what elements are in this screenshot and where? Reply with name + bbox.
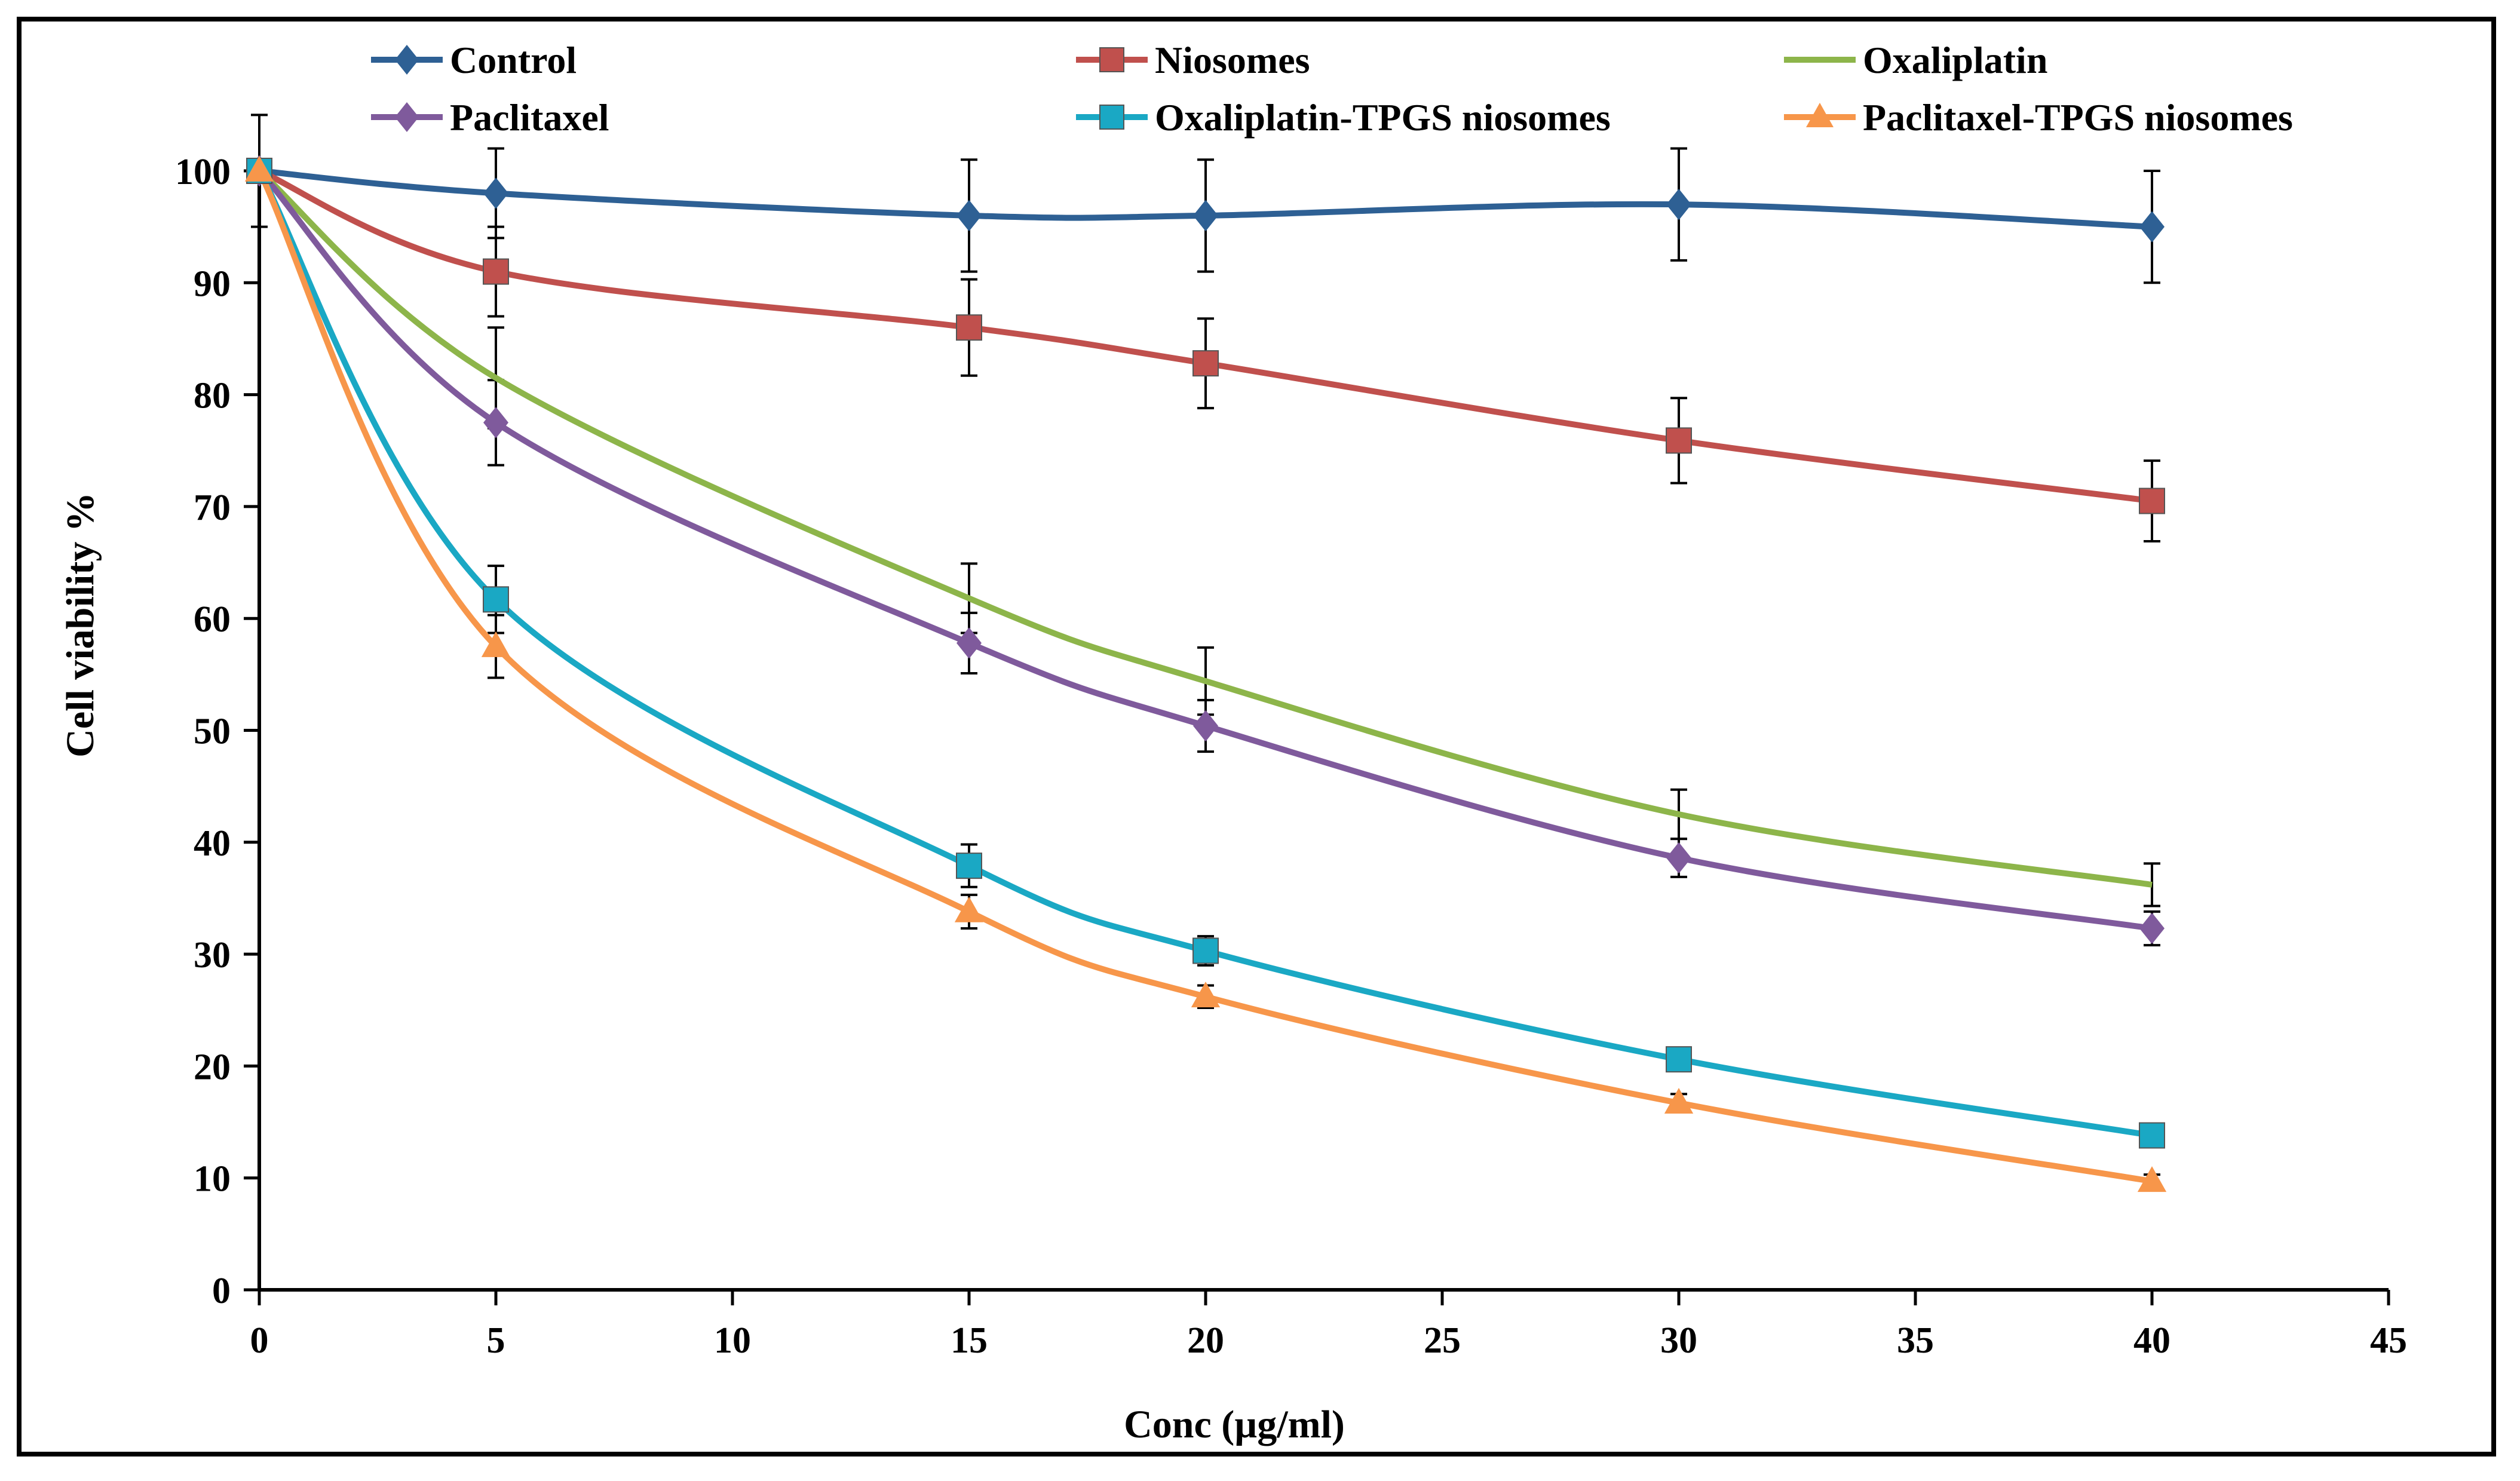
data-point-niosomes xyxy=(483,258,509,285)
data-point-paclitaxel xyxy=(1193,710,1218,742)
data-point-paclitaxel xyxy=(1666,842,1691,874)
data-point-niosomes xyxy=(2139,487,2165,514)
x-axis-title: Conc (µg/ml) xyxy=(1124,1403,1345,1446)
data-point-niosomes xyxy=(956,314,982,341)
legend-marker-oxaliplatin-tpgs-niosomes xyxy=(1099,105,1124,130)
series-line-paclitaxel xyxy=(257,168,2153,931)
chart-frame: Control Niosomes Oxaliplatin Paclitaxel Oxal… xyxy=(17,17,2496,1457)
x-tick-label: 0 xyxy=(250,1320,269,1361)
data-point-oxaliplatin-tpgs-niosomes xyxy=(2139,1122,2165,1149)
y-tick-label: 10 xyxy=(194,1159,231,1200)
y-tick-label: 40 xyxy=(194,823,231,864)
x-tick-label: 40 xyxy=(2133,1320,2170,1361)
y-tick-label: 80 xyxy=(194,376,231,416)
data-point-paclitaxel-tpgs-niosomes xyxy=(2137,1166,2167,1192)
x-tick-label: 25 xyxy=(1424,1320,1461,1361)
y-tick-label: 0 xyxy=(212,1271,231,1311)
x-tick-label: 10 xyxy=(714,1320,751,1361)
data-point-oxaliplatin-tpgs-niosomes xyxy=(1666,1046,1692,1073)
y-tick-label: 100 xyxy=(175,152,231,192)
legend-marker-niosomes xyxy=(1099,47,1124,72)
y-tick-label: 30 xyxy=(194,935,231,976)
data-point-paclitaxel-tpgs-niosomes xyxy=(481,631,511,657)
legend-marker-paclitaxel-tpgs-niosomes xyxy=(1806,103,1834,127)
series-line-oxaliplatin-tpgs-niosomes xyxy=(256,169,2153,1139)
data-point-oxaliplatin-tpgs-niosomes xyxy=(483,586,509,613)
legend-label-paclitaxel: Paclitaxel xyxy=(450,96,609,139)
legend: Control Niosomes Oxaliplatin Paclitaxel Oxal… xyxy=(371,39,2293,139)
data-point-niosomes xyxy=(1192,350,1219,377)
line-chart: Control Niosomes Oxaliplatin Paclitaxel Oxal… xyxy=(59,39,2407,1446)
y-tick-label: 70 xyxy=(194,487,231,528)
data-point-paclitaxel-tpgs-niosomes xyxy=(1191,982,1221,1008)
y-axis-title: Cell viability % xyxy=(59,492,102,758)
x-tick-label: 15 xyxy=(951,1320,988,1361)
legend-marker-paclitaxel xyxy=(395,102,419,132)
legend-label-control: Control xyxy=(450,39,577,81)
y-tick-label: 60 xyxy=(194,599,231,640)
x-tick-label: 30 xyxy=(1660,1320,1697,1361)
legend-label-oxaliplatin: Oxaliplatin xyxy=(1863,39,2047,81)
data-point-paclitaxel xyxy=(483,407,508,439)
data-point-paclitaxel-tpgs-niosomes xyxy=(244,155,274,182)
legend-label-niosomes: Niosomes xyxy=(1155,39,1310,81)
error-bars xyxy=(251,114,2160,1189)
x-tick-label: 5 xyxy=(487,1320,505,1361)
markers xyxy=(244,155,2167,1192)
x-tick-label: 45 xyxy=(2370,1320,2407,1361)
y-tick-label: 20 xyxy=(194,1047,231,1087)
data-point-niosomes xyxy=(1666,427,1692,454)
y-tick-label: 90 xyxy=(194,263,231,304)
data-point-control xyxy=(1666,188,1691,220)
y-tick-label: 50 xyxy=(194,712,231,752)
x-tick-label: 20 xyxy=(1187,1320,1224,1361)
legend-label-paclitaxel-tpgs-niosomes: Paclitaxel-TPGS niosomes xyxy=(1863,96,2293,139)
x-tick-label: 35 xyxy=(1897,1320,1934,1361)
data-point-control xyxy=(483,177,508,209)
series-line-paclitaxel-tpgs-niosomes xyxy=(256,169,2153,1185)
data-point-paclitaxel xyxy=(2139,912,2165,945)
legend-marker-control xyxy=(395,45,419,75)
data-point-control xyxy=(2139,211,2165,243)
data-point-oxaliplatin-tpgs-niosomes xyxy=(956,853,982,879)
series-line-oxaliplatin xyxy=(257,168,2153,888)
data-point-paclitaxel-tpgs-niosomes xyxy=(954,896,984,922)
data-point-control xyxy=(1193,200,1218,232)
axes: 0 10 20 30 40 50 60 70 80 90 100 0 5 10 15 20 25 30 35 40 45 xyxy=(175,152,2407,1361)
data-point-paclitaxel xyxy=(957,627,982,659)
legend-label-oxaliplatin-tpgs-niosomes: Oxaliplatin-TPGS niosomes xyxy=(1155,96,1611,139)
data-point-oxaliplatin-tpgs-niosomes xyxy=(1192,937,1219,964)
data-point-control xyxy=(957,200,982,232)
data-point-paclitaxel-tpgs-niosomes xyxy=(1664,1088,1694,1114)
